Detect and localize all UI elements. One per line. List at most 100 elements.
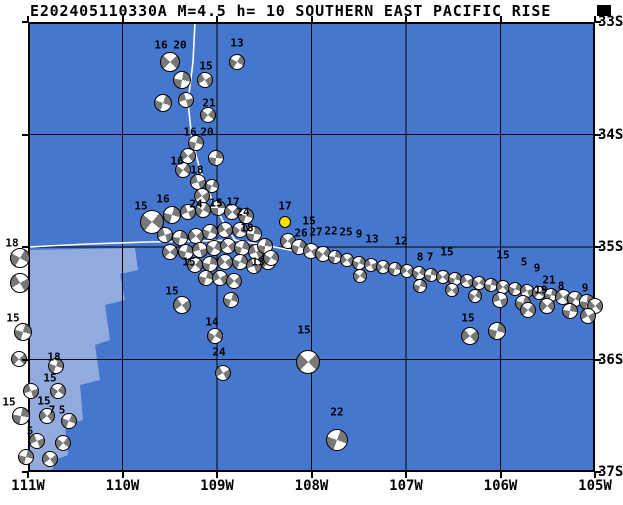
depth-label: 14 (205, 315, 219, 329)
axis-tick (405, 16, 407, 22)
depth-label: 15 (2, 395, 16, 409)
beachball (39, 408, 55, 424)
depth-label: 7 (426, 250, 434, 264)
axis-tick (595, 358, 601, 361)
beachball (178, 92, 194, 108)
depth-label: 15 (6, 311, 20, 325)
beachball (488, 322, 506, 340)
depth-label: 7 (48, 403, 56, 417)
beachball (207, 328, 223, 344)
beachball (215, 365, 231, 381)
beachball (226, 273, 242, 289)
axis-tick (216, 16, 218, 22)
longitude-label: 105W (578, 478, 612, 494)
longitude-label: 109W (200, 478, 234, 494)
beachball (197, 72, 213, 88)
beachball (296, 350, 320, 374)
depth-label: 5 (58, 403, 66, 417)
beachball (461, 327, 479, 345)
depth-label: 13 (365, 232, 379, 246)
depth-label: 18 (5, 236, 19, 250)
beachball (468, 289, 482, 303)
latitude-label: 34S (598, 126, 623, 143)
depth-label: 19 (534, 283, 548, 297)
beachball (29, 433, 45, 449)
depth-label: 8 (416, 250, 424, 264)
latitude-label: 33S (598, 14, 623, 30)
beachball (217, 222, 233, 238)
beachball (562, 303, 578, 319)
axis-tick (216, 472, 218, 478)
beachball (160, 52, 180, 72)
latitude-label: 35S (598, 239, 623, 255)
beachball (353, 269, 367, 283)
beachball (217, 254, 233, 270)
longitude-label: 110W (105, 478, 140, 494)
beachball (173, 71, 191, 89)
beachball (48, 358, 64, 374)
depth-label: 15 (43, 371, 57, 385)
axis-tick (595, 246, 601, 248)
beachball (175, 162, 191, 178)
depth-label: 5 (26, 424, 34, 438)
beachball (61, 413, 77, 429)
axis-tick (27, 472, 29, 478)
depth-label: 15 (496, 248, 510, 262)
depth-label: 24 (212, 345, 226, 359)
depth-label: 12 (394, 234, 408, 248)
beachball (163, 206, 181, 224)
beachball (208, 150, 224, 166)
depth-label: 24 (189, 197, 203, 211)
depth-label: 18 (240, 221, 254, 235)
depth-label: 15 (134, 199, 148, 213)
axis-tick (405, 472, 407, 478)
axis-tick (310, 472, 313, 478)
latitude-label: 37S (598, 464, 623, 480)
depth-label: 15 (199, 59, 213, 73)
depth-label: 16 (154, 38, 168, 52)
axis-tick (22, 358, 28, 361)
beachball (202, 224, 218, 240)
beachball (223, 292, 239, 308)
beachball (492, 292, 508, 308)
axis-tick (22, 133, 28, 136)
axis-tick (594, 472, 596, 478)
plate-boundary-line (187, 22, 236, 241)
axis-tick (595, 471, 601, 473)
axis-tick (595, 133, 601, 136)
depth-label: 17 (226, 195, 240, 209)
beachball (154, 94, 172, 112)
beachball (263, 250, 279, 266)
beachball (445, 283, 459, 297)
depth-label: 24 (236, 205, 250, 219)
depth-label: 13 (230, 36, 244, 50)
beachball (238, 208, 254, 224)
beachball (10, 248, 30, 268)
beachball (18, 449, 34, 465)
depth-label: 15 (302, 214, 316, 228)
axis-tick (595, 21, 601, 23)
depth-label: 20 (200, 125, 214, 139)
latitude-label: 36S (598, 351, 623, 368)
axis-tick (121, 16, 124, 22)
beachball (200, 107, 216, 123)
axis-tick (22, 246, 28, 248)
depth-label: 9 (581, 281, 589, 295)
depth-label: 21 (542, 273, 556, 287)
corner-mark (597, 5, 611, 16)
map-title: E202405110330A M=4.5 h= 10 SOUTHERN EAST… (30, 2, 552, 20)
depth-label: 20 (173, 38, 187, 52)
depth-label: 15 (209, 196, 223, 210)
highlight-event-marker (279, 216, 291, 228)
longitude-label: 106W (483, 478, 518, 494)
beachball (157, 227, 173, 243)
beachball (539, 298, 555, 314)
axis-tick (499, 16, 502, 22)
depth-label: 26 (294, 226, 308, 240)
depth-label: 15 (37, 394, 51, 408)
beachball (55, 435, 71, 451)
depth-label: 21 (202, 96, 216, 110)
axis-tick (594, 16, 596, 22)
depth-label: 22 (330, 405, 344, 419)
